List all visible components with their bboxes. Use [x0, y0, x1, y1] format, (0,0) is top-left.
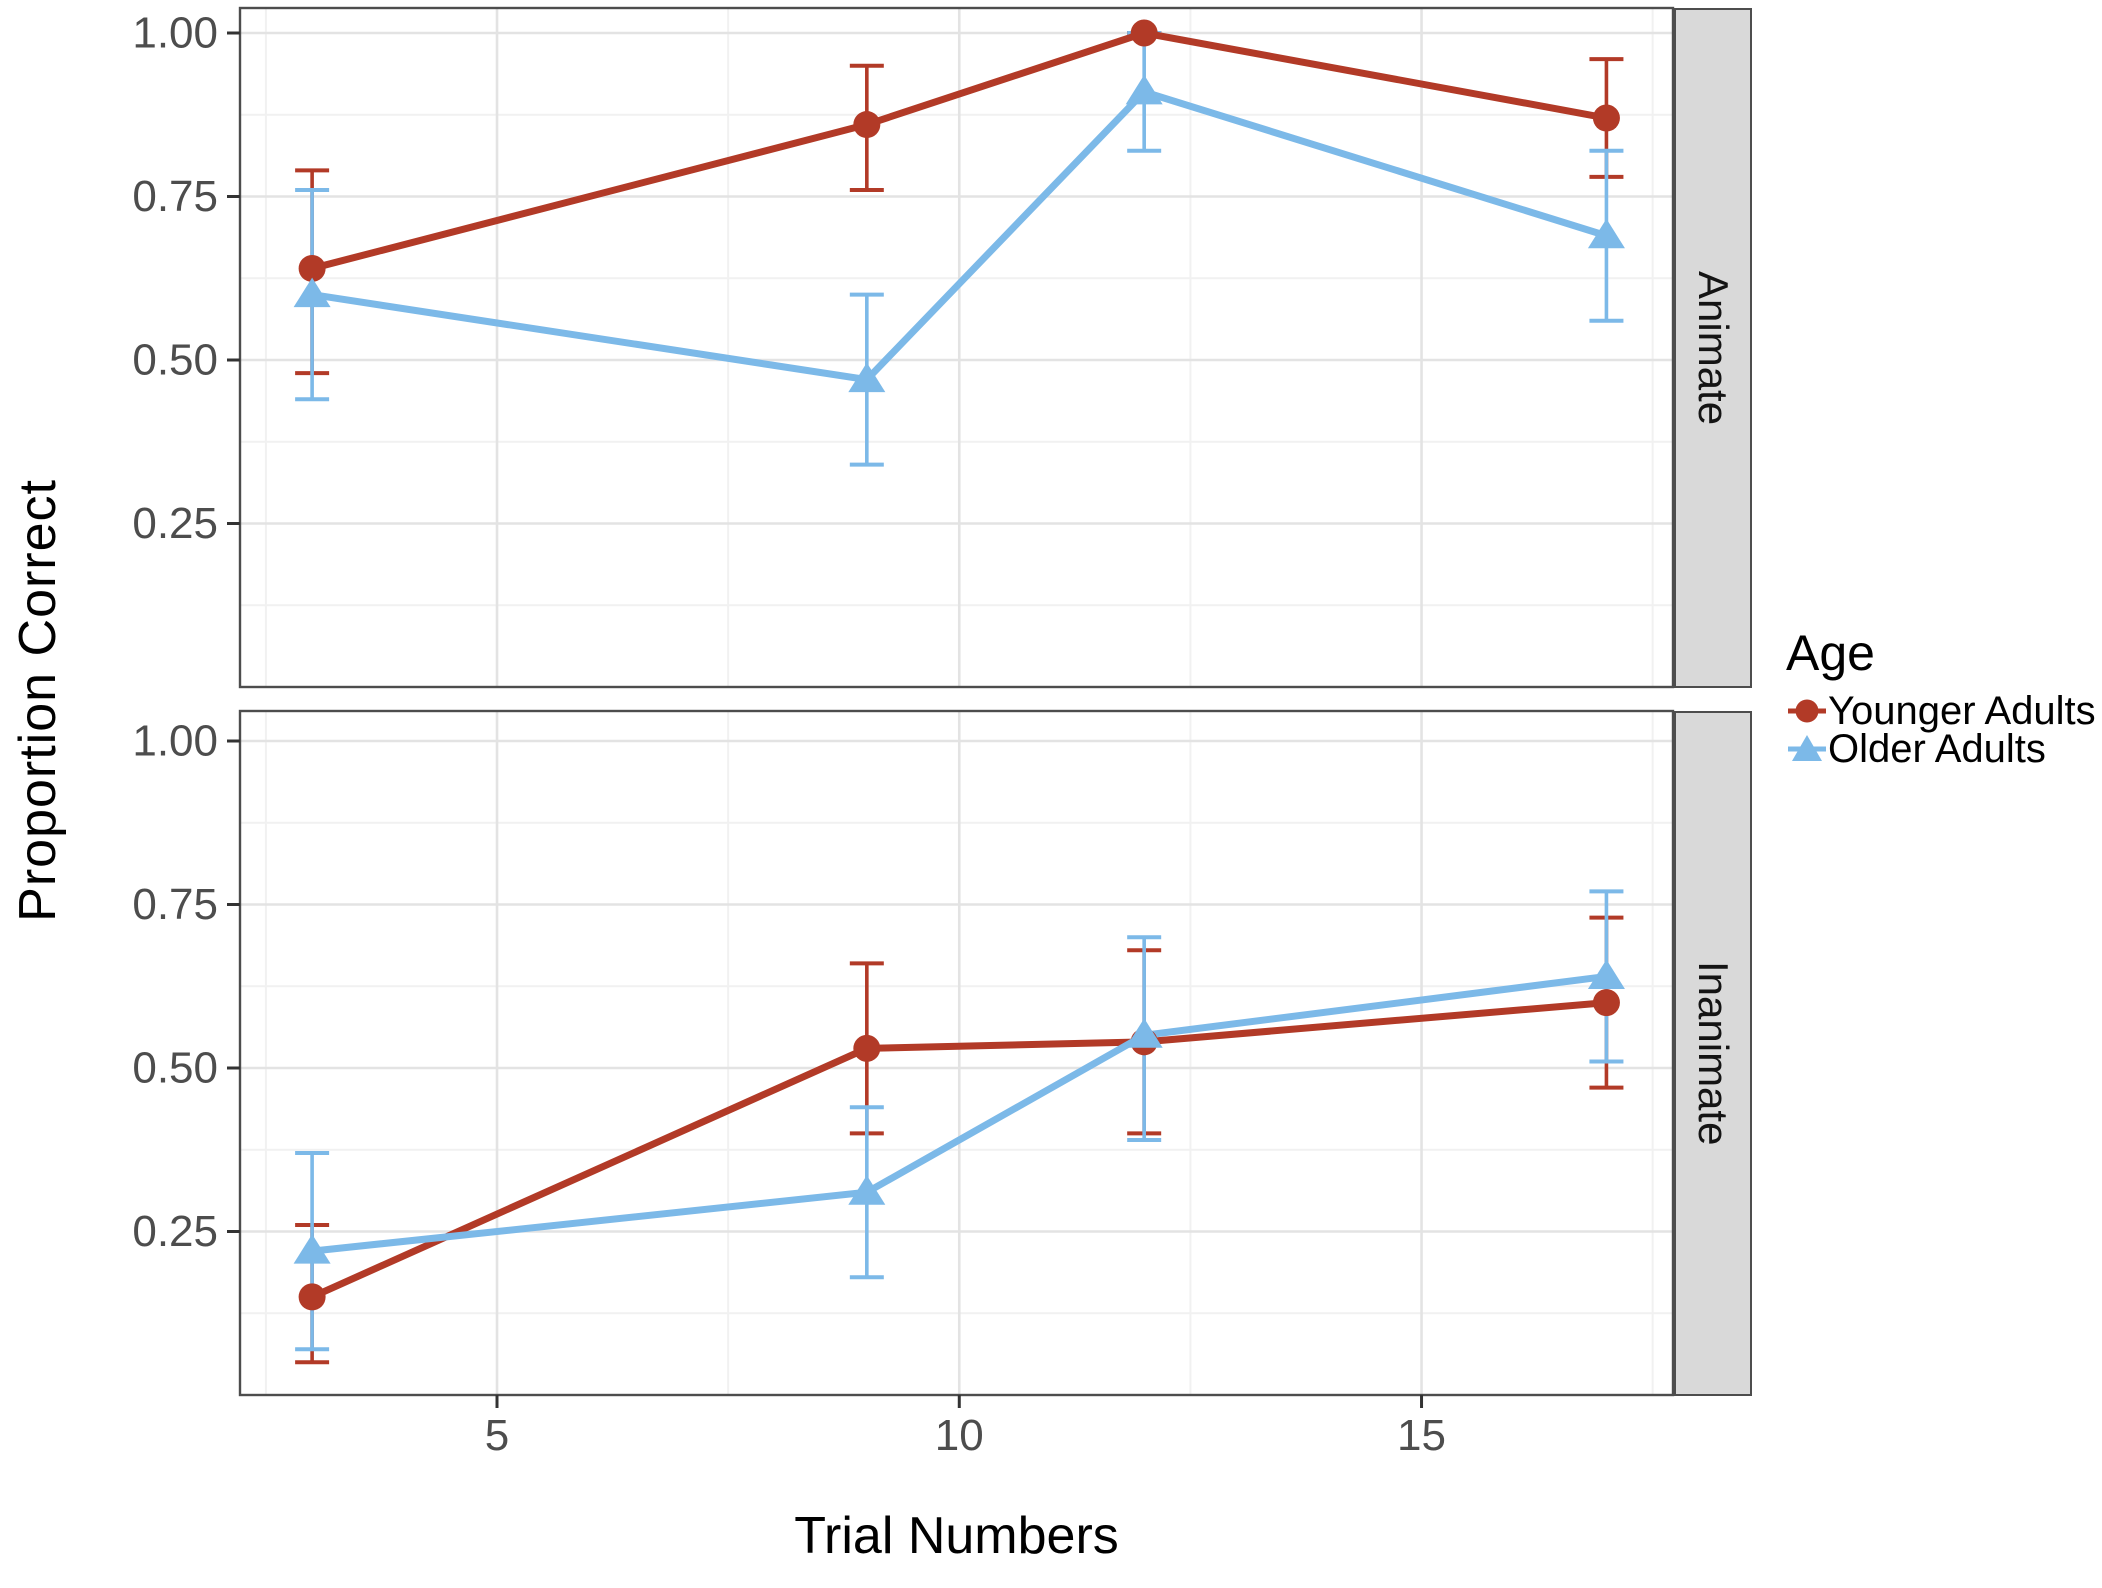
x-axis-title: Trial Numbers	[794, 1507, 1119, 1565]
legend-item-younger-adults: Younger Adults	[1786, 689, 2096, 733]
panel-border	[238, 709, 1675, 1397]
y-tick-label: 0.75	[132, 880, 218, 929]
panel-background	[240, 8, 1673, 687]
series-line-younger-adults	[310, 999, 1607, 1301]
legend-title: Age	[1786, 625, 1875, 681]
x-tick-label: 10	[935, 1411, 984, 1460]
panel-border	[238, 6, 1675, 689]
facet-strip-animate-label: Animate	[1690, 270, 1737, 426]
y-tick-label: 1.00	[132, 9, 218, 58]
data-point-circle	[298, 1283, 326, 1311]
y-tick-label: 0.25	[132, 1207, 218, 1256]
panel-background	[240, 711, 1673, 1395]
y-tick-label: 0.25	[132, 499, 218, 548]
series-line-older-adults	[311, 972, 1607, 1255]
data-point-triangle	[1125, 1018, 1163, 1048]
data-point-triangle	[848, 362, 886, 393]
data-point-circle	[1130, 19, 1158, 47]
data-point-circle	[853, 1034, 881, 1062]
panel-animate: 1.00 0.75 0.50 0.25	[132, 6, 1675, 689]
legend-key-circle-icon	[1788, 699, 1826, 723]
legend-item-older-adults: Older Adults	[1786, 727, 2096, 771]
facet-strip-inanimate: Inanimate	[1674, 711, 1752, 1396]
facet-strip-animate: Animate	[1674, 8, 1752, 688]
data-point-circle	[853, 111, 881, 139]
x-tick-label: 15	[1397, 1411, 1446, 1460]
y-axis-title: Proportion Correct	[9, 478, 67, 922]
series-line-older-adults	[311, 87, 1608, 384]
panel-inanimate: 1.00 0.75 0.50 0.25 5 10 15	[132, 709, 1675, 1460]
data-point-triangle	[293, 277, 331, 308]
data-point-triangle	[1125, 74, 1163, 105]
y-tick-label: 0.50	[132, 336, 218, 385]
data-point-triangle	[848, 1175, 886, 1205]
y-tick-label: 0.50	[132, 1044, 218, 1093]
legend-item-label: Younger Adults	[1828, 689, 2096, 733]
data-point-circle	[298, 254, 326, 282]
legend-item-label: Older Adults	[1828, 727, 2046, 771]
y-axis-title-wrap: Proportion Correct	[8, 0, 68, 1400]
data-point-triangle	[1587, 218, 1625, 249]
x-tick-label: 5	[485, 1411, 509, 1460]
series-line-younger-adults	[311, 29, 1608, 272]
data-point-triangle	[1587, 959, 1625, 989]
facet-strip-inanimate-label: Inanimate	[1690, 961, 1737, 1146]
data-point-triangle	[293, 1234, 331, 1264]
legend-key-triangle-icon	[1788, 735, 1826, 761]
legend: Age Younger Adults Older Adults	[1786, 624, 2096, 771]
data-point-circle	[1592, 104, 1620, 132]
data-point-circle	[1592, 989, 1620, 1017]
y-tick-label: 0.75	[132, 172, 218, 221]
y-tick-label: 1.00	[132, 717, 218, 766]
